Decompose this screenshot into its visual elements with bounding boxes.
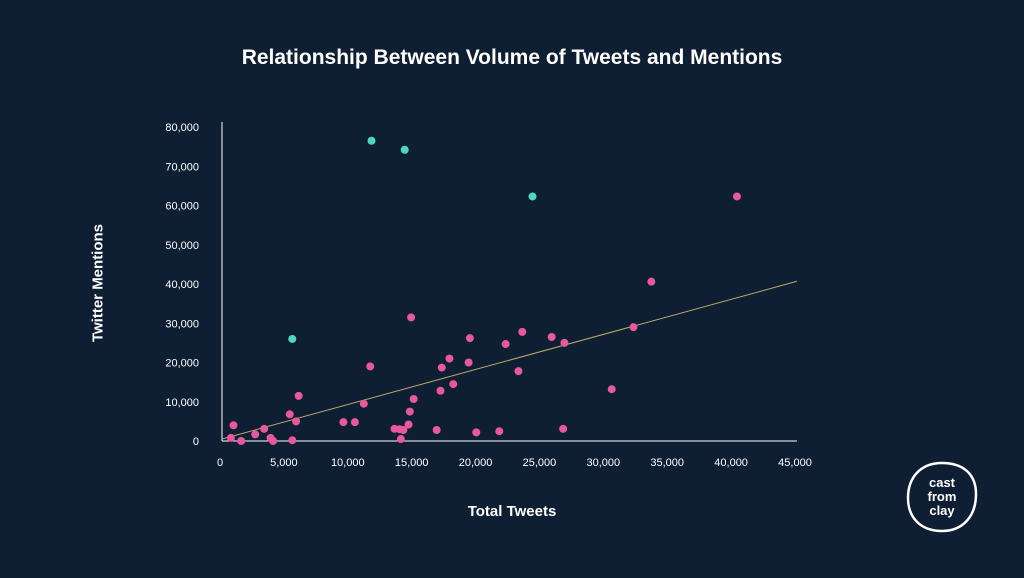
highlighted-point [528, 192, 537, 201]
chart-title: Relationship Between Volume of Tweets an… [241, 46, 783, 69]
data-point [251, 430, 260, 439]
data-point [559, 424, 568, 433]
data-point [547, 332, 556, 341]
data-point [437, 363, 446, 372]
data-point [396, 435, 405, 444]
y-tick-label: 70,000 [165, 161, 199, 173]
data-point [404, 420, 413, 429]
data-point [436, 386, 445, 395]
data-point [294, 391, 303, 400]
logo-text: cast from clay [905, 476, 979, 518]
data-point [407, 313, 416, 322]
data-point [732, 192, 741, 201]
data-point [405, 407, 414, 416]
y-tick-label: 60,000 [165, 201, 199, 213]
data-point [449, 380, 458, 389]
data-point [350, 418, 359, 427]
x-axis-label: Total Tweets [467, 503, 557, 520]
brand-logo: cast from clay [905, 460, 979, 534]
trendline-group [221, 280, 798, 440]
y-tick-label: 0 [193, 436, 199, 448]
data-points [226, 136, 741, 445]
data-point [560, 338, 569, 347]
data-point [399, 426, 408, 435]
logo-blob-icon [906, 461, 978, 533]
axes [221, 122, 797, 442]
data-point [260, 424, 269, 433]
data-point [237, 437, 246, 445]
x-tick-label: 0 [217, 457, 223, 469]
highlighted-point [400, 145, 409, 154]
trendline [221, 280, 798, 440]
data-point [432, 426, 441, 435]
data-point [472, 428, 481, 437]
data-point [288, 436, 297, 445]
data-point [629, 323, 638, 332]
y-tick-label: 40,000 [165, 279, 199, 291]
y-tick-label: 50,000 [165, 240, 199, 252]
data-point [514, 367, 523, 376]
data-point [607, 385, 616, 394]
data-point [464, 358, 473, 367]
data-point [445, 354, 454, 363]
data-point [518, 327, 527, 336]
x-tick-label: 40,000 [714, 457, 748, 469]
x-tick-label: 10,000 [331, 457, 365, 469]
data-point [495, 427, 504, 436]
data-point [465, 334, 474, 343]
logo-line-2: from [927, 489, 957, 504]
highlighted-point [288, 334, 297, 343]
x-tick-label: 35,000 [650, 457, 684, 469]
data-point [501, 340, 510, 349]
x-tick-labels: 0 5,000 10,000 15,000 20,000 25,000 30,000 35,0… [217, 457, 812, 469]
data-point [229, 421, 238, 430]
y-tick-label: 20,000 [165, 358, 199, 370]
y-tick-label: 30,000 [165, 318, 199, 330]
y-tick-label: 10,000 [165, 397, 199, 409]
data-point [339, 418, 348, 427]
x-tick-label: 5,000 [270, 457, 298, 469]
x-tick-label: 45,000 [778, 457, 812, 469]
data-point [292, 417, 301, 426]
data-point [647, 277, 656, 286]
data-point [285, 410, 294, 419]
data-point [409, 395, 418, 404]
highlighted-point [367, 136, 376, 145]
y-axis-label: Twitter Mentions [89, 223, 107, 343]
logo-line-1: cast [928, 475, 956, 490]
x-tick-label: 25,000 [523, 457, 557, 469]
logo-line-3: clay [929, 503, 955, 518]
y-tick-label: 80,000 [165, 122, 199, 134]
data-point [269, 437, 278, 445]
x-tick-label: 15,000 [395, 457, 429, 469]
x-tick-label: 20,000 [459, 457, 493, 469]
y-tick-labels: 0 10,000 20,000 30,000 40,000 50,000 60,000 70,… [165, 122, 199, 448]
data-point [366, 362, 375, 371]
data-point [359, 399, 368, 408]
data-point [226, 433, 235, 442]
x-tick-label: 30,000 [587, 457, 621, 469]
